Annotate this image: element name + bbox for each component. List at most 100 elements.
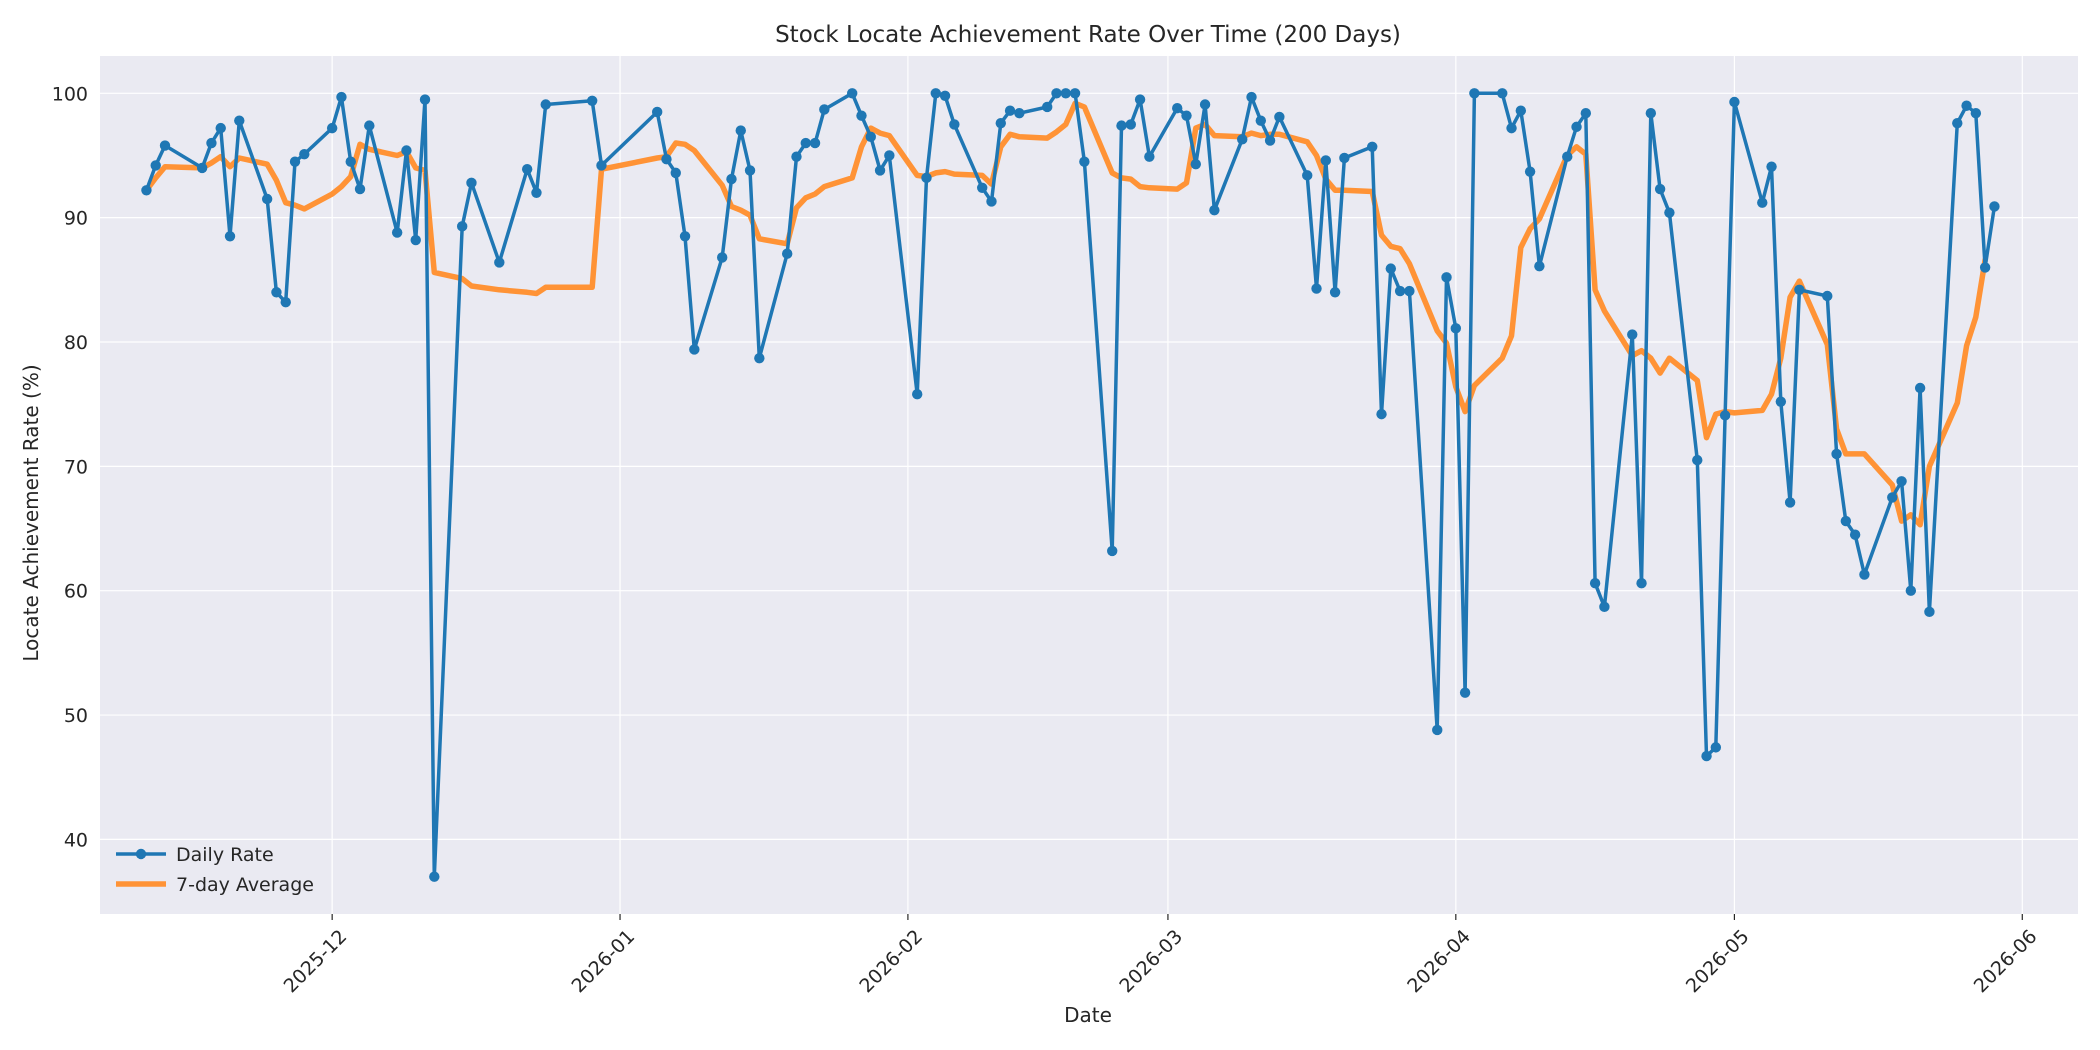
daily-point bbox=[846, 88, 858, 99]
daily-point bbox=[391, 227, 403, 238]
daily-point bbox=[1376, 408, 1387, 420]
daily-point bbox=[215, 122, 226, 134]
daily-point bbox=[1589, 578, 1601, 589]
daily-point bbox=[1004, 105, 1016, 116]
y-tick-label: 100 bbox=[52, 83, 88, 105]
daily-point bbox=[1515, 105, 1527, 116]
daily-point bbox=[150, 160, 161, 171]
daily-point bbox=[912, 389, 923, 400]
daily-point bbox=[791, 151, 802, 162]
x-axis: 2025-12 2026-01 2026-02 2026-03 2026-04 2026-… bbox=[280, 914, 2042, 998]
daily-point bbox=[1172, 103, 1183, 114]
legend-daily-label: Daily Rate bbox=[176, 844, 274, 866]
daily-point bbox=[1784, 497, 1796, 508]
series-daily-rate bbox=[141, 88, 2000, 882]
daily-point bbox=[419, 94, 431, 105]
daily-point bbox=[1719, 410, 1731, 421]
y-tick-label: 40 bbox=[64, 829, 88, 851]
x-axis-label: Date bbox=[1064, 1003, 1112, 1027]
y-tick-label: 60 bbox=[64, 581, 88, 603]
daily-point bbox=[1329, 287, 1341, 298]
daily-point bbox=[1887, 492, 1898, 503]
daily-point bbox=[670, 167, 681, 179]
daily-point bbox=[1710, 742, 1722, 753]
daily-point bbox=[1599, 601, 1610, 613]
daily-point bbox=[224, 231, 236, 242]
daily-point bbox=[1320, 155, 1332, 166]
daily-point bbox=[1311, 283, 1322, 294]
daily-point bbox=[1014, 108, 1025, 119]
daily-point bbox=[206, 137, 217, 149]
daily-point bbox=[1654, 183, 1666, 195]
daily-point bbox=[1432, 724, 1443, 736]
daily-point bbox=[986, 196, 997, 207]
y-axis: 40 50 60 70 80 90 100 bbox=[52, 83, 88, 851]
daily-point bbox=[1924, 606, 1935, 618]
daily-point bbox=[651, 106, 663, 118]
daily-point bbox=[1849, 529, 1861, 540]
daily-point bbox=[1822, 290, 1833, 302]
daily-point bbox=[466, 177, 477, 189]
daily-point bbox=[1450, 323, 1462, 334]
daily-point bbox=[1302, 170, 1313, 181]
legend-daily-marker bbox=[135, 848, 147, 860]
legend-average-label: 7-day Average bbox=[176, 874, 314, 896]
x-tick-label: 2025-12 bbox=[280, 926, 352, 998]
daily-point bbox=[977, 182, 988, 194]
y-tick-label: 80 bbox=[64, 332, 88, 354]
daily-point bbox=[744, 165, 756, 176]
daily-point bbox=[939, 90, 951, 101]
daily-point bbox=[1636, 578, 1647, 589]
daily-point bbox=[1246, 91, 1257, 103]
daily-point bbox=[1534, 260, 1545, 272]
daily-point bbox=[1394, 285, 1406, 297]
daily-point bbox=[716, 252, 728, 263]
daily-point bbox=[1497, 88, 1508, 99]
daily-point bbox=[1970, 108, 1982, 119]
daily-point bbox=[1562, 151, 1573, 162]
daily-point bbox=[540, 99, 551, 110]
daily-point bbox=[1961, 100, 1972, 111]
daily-point bbox=[1181, 110, 1192, 121]
x-tick-label: 2026-02 bbox=[855, 926, 927, 998]
y-tick-label: 50 bbox=[64, 705, 88, 727]
daily-point bbox=[1339, 152, 1350, 164]
daily-point bbox=[531, 187, 542, 198]
daily-point bbox=[1580, 108, 1592, 119]
y-tick-label: 70 bbox=[64, 456, 88, 478]
daily-point bbox=[1775, 396, 1787, 407]
daily-point bbox=[1237, 134, 1248, 145]
daily-point bbox=[1060, 88, 1071, 99]
daily-point bbox=[289, 156, 301, 167]
x-tick-label: 2026-03 bbox=[1115, 926, 1187, 998]
daily-point bbox=[1107, 545, 1118, 557]
daily-point bbox=[1692, 454, 1703, 466]
x-tick-label: 2026-05 bbox=[1682, 926, 1754, 998]
y-tick-label: 90 bbox=[64, 208, 88, 230]
daily-point bbox=[865, 131, 876, 143]
daily-point bbox=[1144, 151, 1155, 162]
daily-point bbox=[1840, 515, 1852, 527]
daily-point bbox=[521, 163, 533, 175]
x-tick-label: 2026-06 bbox=[1970, 926, 2042, 998]
daily-point bbox=[1571, 121, 1582, 133]
daily-point bbox=[1367, 141, 1378, 152]
daily-point bbox=[726, 173, 737, 185]
plot-area bbox=[100, 56, 2078, 914]
x-tick-label: 2026-04 bbox=[1403, 926, 1475, 998]
daily-point bbox=[1729, 96, 1740, 108]
daily-point bbox=[874, 165, 886, 176]
legend: Daily Rate 7-day Average bbox=[116, 844, 314, 896]
daily-point bbox=[1190, 158, 1201, 170]
daily-point bbox=[1264, 135, 1276, 146]
daily-point bbox=[159, 140, 171, 151]
daily-point bbox=[494, 257, 505, 268]
daily-point bbox=[1469, 88, 1480, 99]
daily-point bbox=[679, 231, 691, 242]
chart-title: Stock Locate Achievement Rate Over Time … bbox=[775, 22, 1401, 48]
daily-point bbox=[1385, 263, 1397, 274]
daily-point bbox=[1952, 117, 1963, 129]
daily-point bbox=[661, 154, 672, 165]
daily-point bbox=[1914, 382, 1926, 394]
daily-point bbox=[1766, 161, 1777, 172]
